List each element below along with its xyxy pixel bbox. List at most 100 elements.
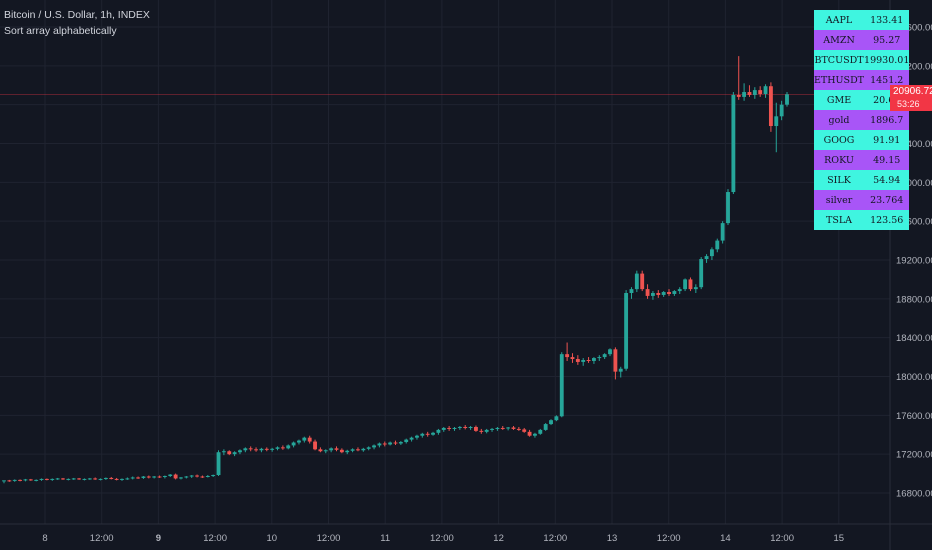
watchlist-row: TSLA 123.56 (814, 210, 910, 230)
watchlist-value: 91.91 (873, 134, 901, 146)
candle-up (495, 427, 500, 429)
candle-down (318, 449, 323, 452)
candle-up (592, 358, 596, 361)
candle-up (221, 451, 226, 453)
candle-up (372, 445, 376, 448)
candle-up (50, 478, 55, 480)
candle-down (7, 480, 12, 482)
candle-down (575, 359, 580, 362)
candle-down (736, 94, 741, 97)
candle-down (18, 479, 23, 481)
candle-up (23, 479, 28, 481)
candle-up (82, 478, 87, 480)
candle-down (382, 443, 387, 445)
watchlist-value: 19930.01 (864, 54, 910, 66)
candle-down (264, 448, 269, 450)
candle-down (114, 478, 119, 480)
candle-down (313, 441, 317, 450)
candle-up (39, 478, 44, 480)
candle-down (640, 273, 645, 290)
x-tick-label: 12:00 (770, 533, 794, 544)
candle-up (543, 424, 548, 430)
watchlist-value: 95.27 (873, 34, 901, 46)
candle-up (650, 293, 655, 296)
watchlist-row: BTCUSDT 19930.01 (814, 50, 910, 70)
candle-up (661, 292, 666, 295)
candle-down (157, 476, 162, 478)
candle-down (586, 359, 591, 361)
watchlist-symbol: ROKU (824, 154, 854, 166)
y-tick-label: 19200.00 (896, 256, 932, 267)
watchlist-symbol: GME (826, 94, 852, 106)
candle-up (559, 354, 564, 417)
candle-up (2, 480, 6, 482)
candle-down (768, 86, 773, 127)
y-tick-label: 17600.00 (896, 411, 932, 422)
candle-up (581, 359, 586, 362)
candle-down (527, 431, 532, 436)
candle-up (484, 429, 489, 432)
candle-down (479, 430, 484, 432)
y-tick-label: 20000.00 (896, 178, 932, 189)
watchlist-symbol: TSLA (826, 214, 853, 226)
candle-down (511, 427, 516, 429)
candle-down (93, 478, 98, 480)
watchlist-row: GOOG 91.91 (814, 130, 910, 150)
watchlist-symbol: AAPL (825, 14, 853, 26)
watchlist-symbol: gold (828, 114, 850, 126)
candle-up (184, 476, 189, 478)
candle-up (168, 474, 173, 477)
watchlist-symbol: silver (825, 194, 853, 206)
watchlist-value: 54.94 (873, 174, 901, 186)
watchlist-row: SILK 54.94 (814, 170, 910, 190)
candle-up (87, 478, 92, 480)
candle-up (205, 476, 210, 478)
candle-down (393, 442, 398, 444)
candle-down (516, 428, 521, 430)
watchlist-row: ROKU 49.15 (814, 150, 910, 170)
candle-up (731, 94, 736, 193)
candle-up (409, 437, 414, 440)
candle-down (747, 92, 752, 95)
candle-down (356, 449, 360, 451)
candle-up (302, 437, 307, 441)
x-tick-label: 15 (834, 533, 845, 544)
x-axis: 8 12:00 9 12:00 10 12:00 11 12:00 12 12:00 13 12:00… (42, 533, 844, 544)
candle-up (297, 440, 301, 443)
candle-up (618, 368, 623, 372)
watchlist-table: AAPL 133.41 AMZN 95.27 BTCUSDT 19930.01 ETHUSD… (814, 10, 910, 230)
x-tick-label: 12:00 (90, 533, 114, 544)
candle-down (522, 429, 527, 432)
candle-up (683, 279, 688, 290)
watchlist-value: 20.63 (873, 94, 901, 106)
candle-down (570, 357, 575, 360)
watchlist-row: ETHUSDT 1451.2 (814, 70, 910, 90)
candle-up (141, 476, 146, 478)
candle-down (474, 426, 478, 431)
watchlist-row: gold 1896.7 (814, 110, 910, 130)
candle-up (752, 90, 757, 95)
candle-up (779, 104, 784, 117)
watchlist-value: 23.764 (870, 194, 904, 206)
candle-down (254, 449, 258, 451)
candle-up (238, 450, 242, 453)
candle-down (339, 449, 344, 453)
candle-up (34, 479, 39, 481)
candle-up (232, 452, 237, 455)
candle-down (61, 478, 65, 480)
candle-up (366, 447, 371, 449)
x-tick-label: 12:00 (203, 533, 227, 544)
x-tick-label: 10 (267, 533, 278, 544)
x-tick-label: 12:00 (543, 533, 567, 544)
candle-up (693, 287, 698, 290)
candle-up (286, 445, 291, 449)
x-tick-label: 12 (493, 533, 504, 544)
candle-up (672, 291, 677, 294)
candle-up (774, 116, 779, 127)
watchlist-value: 1451.2 (870, 74, 904, 86)
candle-down (173, 474, 178, 479)
candle-up (506, 427, 511, 429)
candle-down (334, 448, 339, 450)
candle-up (323, 450, 328, 452)
